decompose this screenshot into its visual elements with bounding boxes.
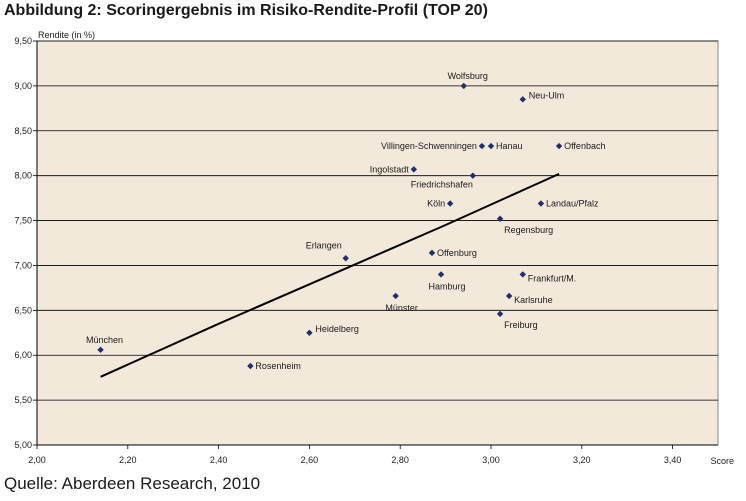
x-tick-label: 3,00 [482, 455, 500, 465]
data-label: Offenbach [564, 141, 605, 151]
data-label: Münster [385, 303, 418, 313]
data-point [478, 142, 486, 150]
data-label: Regensburg [504, 225, 553, 235]
data-label: Karlsruhe [514, 295, 553, 305]
x-tick-label: 2,20 [119, 455, 137, 465]
y-tick-label: 6,00 [14, 350, 32, 360]
source-note: Quelle: Aberdeen Research, 2010 [4, 474, 261, 493]
data-point [392, 292, 399, 300]
data-label: Rosenheim [255, 361, 301, 371]
data-label: Köln [427, 198, 445, 208]
data-label: Neu-Ulm [529, 90, 565, 100]
plot-area [36, 40, 719, 446]
data-point [410, 166, 418, 173]
data-label: Heidelberg [315, 324, 359, 334]
y-tick-label: 9,00 [14, 81, 32, 91]
y-tick-label: 7,50 [14, 216, 32, 226]
x-tick-label: 3,20 [573, 455, 591, 465]
tick-labels: 5,00 5,50 6,00 6,50 7,00 7,50 8,00 8,50 9,00 9,50… [14, 36, 681, 465]
data-label: Erlangen [306, 240, 342, 250]
data-point [555, 142, 563, 150]
x-tick-label: 2,80 [391, 455, 409, 465]
data-label: Ingolstadt [370, 164, 410, 174]
data-label: Offenburg [437, 248, 477, 258]
trend-line [100, 172, 560, 378]
data-points: Wolfsburg Neu-Ulm Villingen-Schwenningen Ha… [86, 71, 605, 371]
data-point [437, 271, 445, 278]
y-tick-label: 9,50 [14, 36, 32, 46]
y-tick-label: 5,00 [14, 440, 32, 450]
y-tick-label: 7,00 [14, 260, 32, 270]
y-tick-label: 8,50 [14, 126, 32, 136]
y-tick-label: 8,00 [14, 171, 32, 181]
axes [33, 40, 718, 449]
x-tick-label: 2,60 [301, 455, 319, 465]
data-point [469, 172, 477, 179]
data-point [519, 271, 526, 278]
y-tick-label: 5,50 [14, 395, 32, 405]
data-label: Frankfurt/M. [528, 273, 577, 283]
x-axis-label: Score [710, 456, 734, 466]
data-point [496, 310, 504, 318]
data-label: Wolfsburg [448, 71, 488, 81]
data-label: München [86, 335, 123, 345]
chart-title: Abbildung 2: Scoringergebnis im Risiko-R… [4, 2, 488, 19]
data-point [505, 292, 513, 300]
data-label: Friedrichshafen [411, 180, 473, 190]
data-point [487, 142, 495, 150]
data-point [97, 346, 104, 354]
x-tick-label: 3,40 [664, 455, 682, 465]
x-tick-label: 2,00 [28, 455, 46, 465]
data-point [460, 82, 467, 90]
data-point [342, 255, 349, 262]
y-axis-label: Rendite (in %) [38, 30, 95, 40]
data-label: Hanau [496, 141, 523, 151]
data-label: Freiburg [504, 320, 538, 330]
data-point [306, 329, 313, 336]
data-point [496, 215, 504, 222]
data-label: Villingen-Schwenningen [381, 141, 477, 151]
data-point [247, 362, 254, 370]
data-point [428, 249, 436, 257]
gridlines [37, 40, 718, 401]
data-label: Hamburg [429, 281, 466, 291]
data-label: Landau/Pfalz [546, 198, 599, 208]
data-point [519, 96, 526, 103]
x-tick-label: 2,40 [210, 455, 228, 465]
y-tick-label: 6,50 [14, 305, 32, 315]
data-point [446, 200, 454, 207]
data-point [537, 200, 545, 207]
